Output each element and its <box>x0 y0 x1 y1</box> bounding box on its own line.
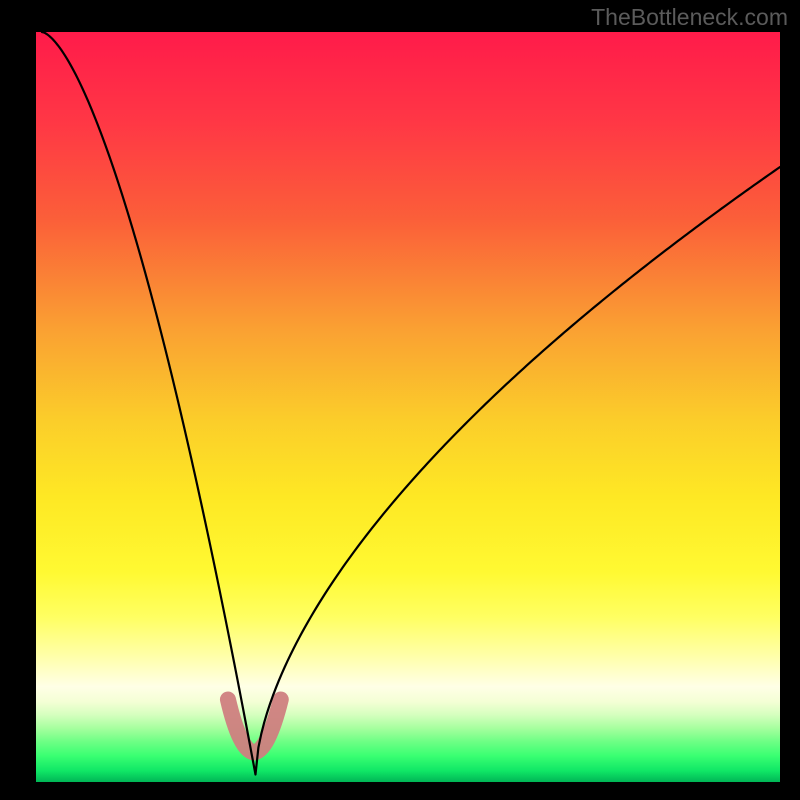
gradient-background <box>36 32 780 782</box>
chart-container: TheBottleneck.com <box>0 0 800 800</box>
gradient-svg <box>36 32 780 782</box>
watermark-text: TheBottleneck.com <box>591 4 788 31</box>
plot-area <box>36 32 780 782</box>
